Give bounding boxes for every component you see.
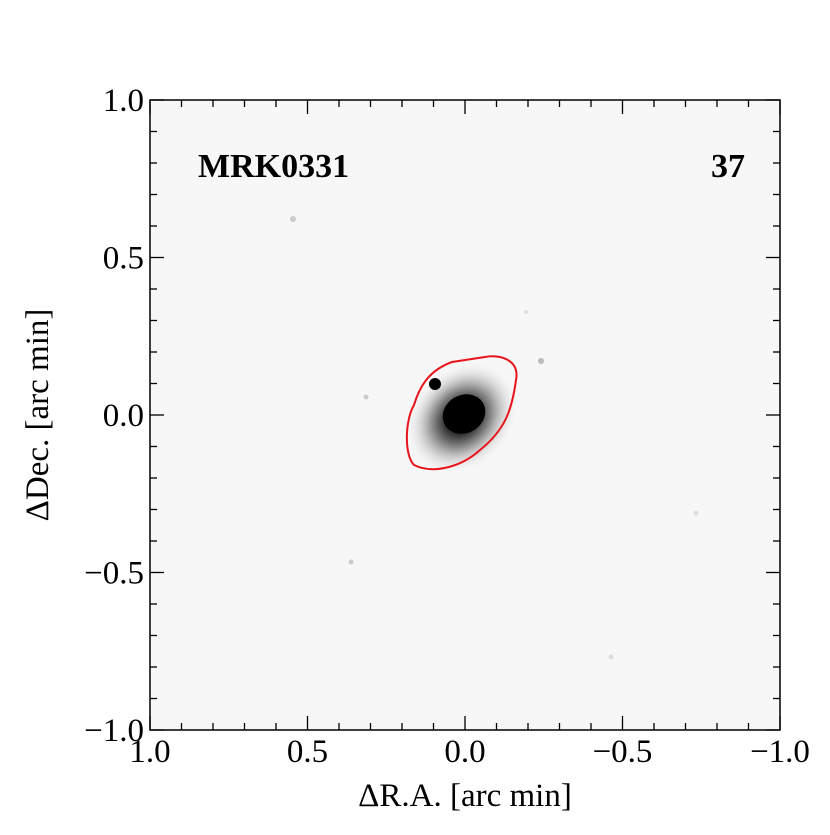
y-tick-label: 0.5 xyxy=(103,241,144,277)
y-tick-label: −1.0 xyxy=(84,713,144,749)
annotation: 37 xyxy=(711,148,745,185)
y-axis-label: ΔDec. [arc min] xyxy=(20,309,56,522)
x-tick-label: −1.0 xyxy=(750,734,810,770)
galaxy-image xyxy=(290,216,699,660)
x-tick-label: 0.5 xyxy=(287,734,328,770)
y-tick-label: 1.0 xyxy=(103,83,144,119)
x-tick-label: −0.5 xyxy=(593,734,653,770)
contour xyxy=(405,355,518,471)
annotation: MRK0331 xyxy=(198,148,349,185)
x-tick-label: 0.0 xyxy=(444,734,485,770)
x-axis-label: ΔR.A. [arc min] xyxy=(358,778,572,814)
y-tick-label: 0.0 xyxy=(103,398,144,434)
y-tick-label: −0.5 xyxy=(84,556,144,592)
x-tick-label: 1.0 xyxy=(129,734,170,770)
